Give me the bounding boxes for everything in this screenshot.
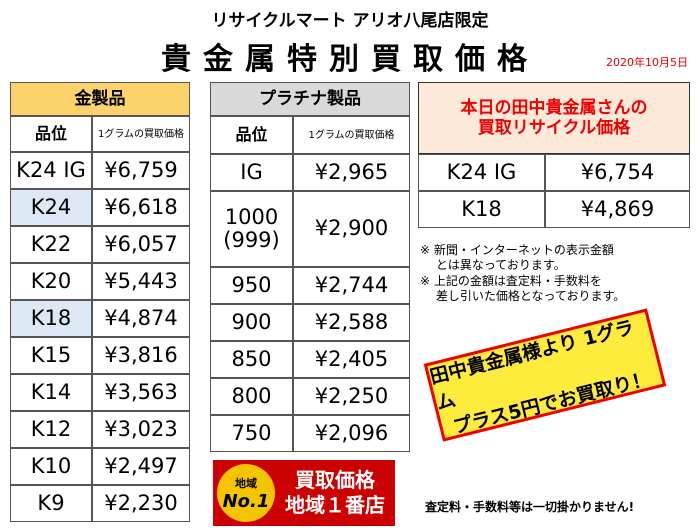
price: ¥2,965 [293,154,410,191]
badge-medal: 地域 No.1 [217,464,275,522]
grade: 950 [210,267,293,304]
price: ¥5,443 [92,263,190,300]
badge: 地域 No.1 買取価格 地域１番店 [213,460,395,526]
grade: K24 [10,189,92,226]
price: ¥2,588 [293,304,410,341]
grade: 800 [210,378,293,415]
grade: K18 [10,300,92,337]
grade: 1000 (999) [210,191,293,267]
grade: K18 [418,191,545,228]
price: ¥4,874 [92,300,190,337]
grade: K14 [10,374,92,411]
price: ¥2,096 [293,415,410,452]
price: ¥2,744 [293,267,410,304]
price: ¥6,618 [92,189,190,226]
column-header: 品位 [10,116,92,152]
badge-line: 地域１番店 [285,493,385,517]
footer-note: 査定料・手数料等は一切掛かりません! [425,500,635,514]
tanaka-title: 本日の田中貴金属さんの 買取リサイクル価格 [418,82,690,154]
table-title: プラチナ製品 [210,82,410,116]
price: ¥4,869 [545,191,690,228]
grade: K24 IG [10,152,92,189]
price: ¥2,250 [293,378,410,415]
grade: K15 [10,337,92,374]
price: ¥2,405 [293,341,410,378]
price: ¥6,759 [92,152,190,189]
grade: K20 [10,263,92,300]
grade: 850 [210,341,293,378]
grade: 900 [210,304,293,341]
price: ¥2,497 [92,448,190,485]
grade: K24 IG [418,154,545,191]
note: ※ 上記の金額は査定料・手数料を 差し引いた価格となっております。 [420,274,626,303]
price: ¥3,563 [92,374,190,411]
grade: K9 [10,485,92,522]
badge-text: 買取価格 地域１番店 [275,468,395,518]
table-title: 金製品 [10,82,190,116]
grade: IG [210,154,293,191]
date: 2020年10月5日 [606,56,688,69]
title: 貴金属特別買取価格 [161,42,539,77]
note: ※ 新聞・インターネットの表示金額 とは異なっております。 [420,243,614,272]
promo-box: 田中貴金属様より 1グラム プラス5円でお買取り！ [423,308,667,442]
column-header: 1グラムの買取価格 [293,116,410,154]
price: ¥3,816 [92,337,190,374]
grade: 750 [210,415,293,452]
price: ¥2,230 [92,485,190,522]
column-header: 1グラムの買取価格 [92,116,190,152]
grade: K12 [10,411,92,448]
column-header: 品位 [210,116,293,154]
price: ¥3,023 [92,411,190,448]
grade: K22 [10,226,92,263]
store-name: リサイクルマート アリオ八尾店限定 [211,11,489,31]
price: ¥6,754 [545,154,690,191]
price: ¥6,057 [92,226,190,263]
grade: K10 [10,448,92,485]
badge-region: 地域 [235,476,257,490]
badge-no1: No.1 [222,490,270,512]
price: ¥2,900 [293,191,410,267]
badge-line: 買取価格 [295,468,375,492]
